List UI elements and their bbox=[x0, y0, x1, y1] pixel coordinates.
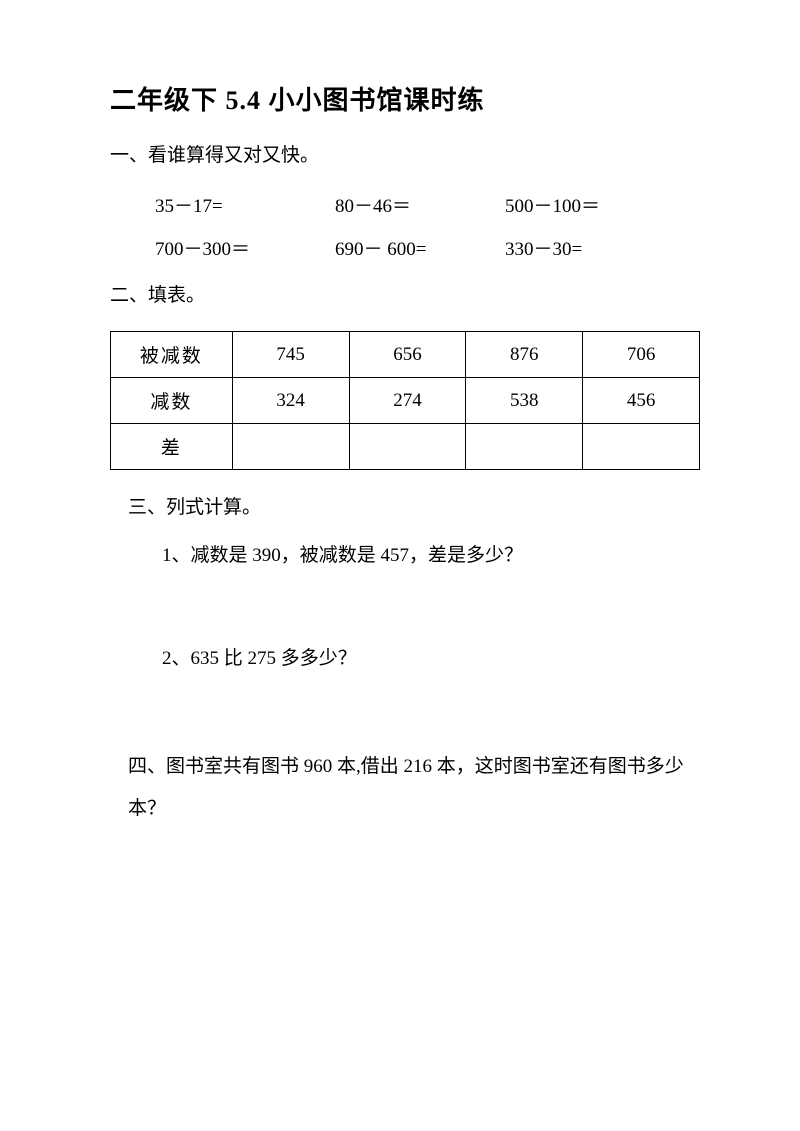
row-label-difference: 差 bbox=[111, 424, 233, 470]
table-cell: 745 bbox=[232, 332, 349, 378]
arith-cell: 330－30= bbox=[505, 234, 685, 261]
section-2-header: 二、填表。 bbox=[110, 279, 700, 313]
section-1-header: 一、看谁算得又对又快。 bbox=[110, 139, 700, 173]
question-3-2: 2、635 比 275 多多少？ bbox=[110, 644, 700, 674]
table-cell: 456 bbox=[583, 378, 700, 424]
table-cell bbox=[466, 424, 583, 470]
arithmetic-row-2: 700－300＝ 690－ 600= 330－30= bbox=[110, 234, 700, 261]
table-row: 减数 324 274 538 456 bbox=[111, 378, 700, 424]
table-row: 被减数 745 656 876 706 bbox=[111, 332, 700, 378]
table-cell: 274 bbox=[349, 378, 466, 424]
arith-cell: 500－100＝ bbox=[505, 191, 685, 218]
table-cell: 876 bbox=[466, 332, 583, 378]
table-row: 差 bbox=[111, 424, 700, 470]
row-label-subtrahend: 减数 bbox=[111, 378, 233, 424]
question-3-1: 1、减数是 390，被减数是 457，差是多少？ bbox=[110, 541, 700, 571]
arith-cell: 700－300＝ bbox=[155, 234, 335, 261]
table-cell bbox=[583, 424, 700, 470]
table-cell: 538 bbox=[466, 378, 583, 424]
arith-cell: 690－ 600= bbox=[335, 234, 505, 261]
table-cell bbox=[349, 424, 466, 470]
section-4-text: 四、图书室共有图书 960 本,借出 216 本，这时图书室还有图书多少本？ bbox=[110, 746, 700, 830]
page-title: 二年级下 5.4 小小图书馆课时练 bbox=[110, 80, 700, 117]
arith-cell: 80－46＝ bbox=[335, 191, 505, 218]
table-cell: 656 bbox=[349, 332, 466, 378]
row-label-minuend: 被减数 bbox=[111, 332, 233, 378]
table-cell: 706 bbox=[583, 332, 700, 378]
subtraction-table: 被减数 745 656 876 706 减数 324 274 538 456 差 bbox=[110, 331, 700, 470]
table-cell: 324 bbox=[232, 378, 349, 424]
arith-cell: 35－17= bbox=[155, 191, 335, 218]
arithmetic-row-1: 35－17= 80－46＝ 500－100＝ bbox=[110, 191, 700, 218]
table-cell bbox=[232, 424, 349, 470]
section-3-header: 三、列式计算。 bbox=[110, 492, 700, 519]
